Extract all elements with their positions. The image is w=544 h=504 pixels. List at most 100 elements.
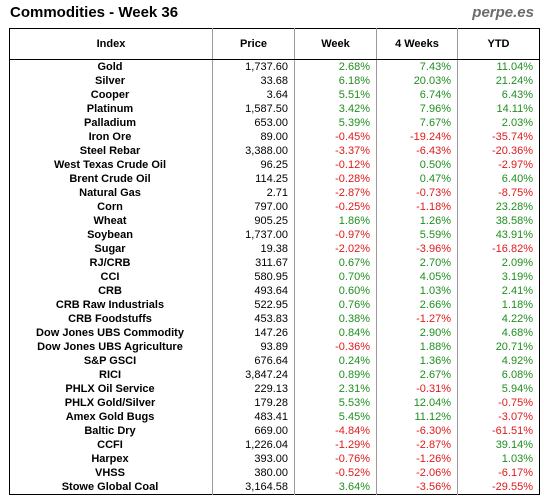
index-cell: Brent Crude Oil <box>69 172 151 185</box>
ytd-change-cell: 14.11% <box>457 102 540 116</box>
price-cell: 3.64 <box>212 88 295 102</box>
table-row: Platinum 1,587.50 3.42% 7.96% 14.11% <box>10 102 540 116</box>
price-cell: 3,847.24 <box>212 368 295 382</box>
price-cell: 483.41 <box>212 410 295 424</box>
ytd-change-cell: 6.40% <box>457 172 540 186</box>
table-row: Cooper 3.64 5.51% 6.74% 6.43% <box>10 88 540 102</box>
price-cell: 1,226.04 <box>212 438 295 452</box>
price-cell: 493.64 <box>212 284 295 298</box>
price-cell: 905.25 <box>212 214 295 228</box>
four-week-change-cell: -1.18% <box>376 200 458 214</box>
ytd-change-cell: 4.22% <box>457 312 540 326</box>
table-row: S&P GSCI 676.64 0.24% 1.36% 4.92% <box>10 354 540 368</box>
table-row: RICI 3,847.24 0.89% 2.67% 6.08% <box>10 368 540 382</box>
price-cell: 147.26 <box>212 326 295 340</box>
index-cell: Dow Jones UBS Commodity <box>36 326 184 339</box>
week-change-cell: 0.70% <box>294 270 377 284</box>
index-cell: Dow Jones UBS Agriculture <box>37 340 183 353</box>
week-change-cell: -4.84% <box>294 424 377 438</box>
table-row: Soybean 1,737.00 -0.97% 5.59% 43.91% <box>10 228 540 242</box>
week-change-cell: -3.37% <box>294 144 377 158</box>
week-change-cell: 5.45% <box>294 410 377 424</box>
week-change-cell: -0.52% <box>294 466 377 480</box>
ytd-change-cell: 23.28% <box>457 200 540 214</box>
ytd-change-cell: 2.41% <box>457 284 540 298</box>
four-week-change-cell: -0.73% <box>376 186 458 200</box>
ytd-change-cell: -29.55% <box>457 480 540 495</box>
four-week-change-cell: 7.43% <box>376 59 458 74</box>
index-cell: CRB Raw Industrials <box>55 298 165 311</box>
ytd-change-cell: 43.91% <box>457 228 540 242</box>
week-change-cell: 2.68% <box>294 59 377 74</box>
price-cell: 380.00 <box>212 466 295 480</box>
ytd-change-cell: -0.75% <box>457 396 540 410</box>
table-row: Dow Jones UBS Commodity 147.26 0.84% 2.90% 4… <box>10 326 540 340</box>
index-cell: Natural Gas <box>79 186 141 199</box>
price-cell: 2.71 <box>212 186 295 200</box>
index-cell: Wheat <box>93 214 127 227</box>
week-change-cell: -0.97% <box>294 228 377 242</box>
price-cell: 393.00 <box>212 452 295 466</box>
four-week-change-cell: 11.12% <box>376 410 458 424</box>
price-cell: 19.38 <box>212 242 295 256</box>
index-cell: S&P GSCI <box>83 354 137 367</box>
table-body: Gold 1,737.60 2.68% 7.43% 11.04% Silver 33.68 6… <box>10 59 540 495</box>
index-cell: Sugar <box>94 242 126 255</box>
ytd-change-cell: 1.18% <box>457 298 540 312</box>
four-week-change-cell: 5.59% <box>376 228 458 242</box>
price-cell: 3,164.58 <box>212 480 295 495</box>
table-row: CCFI 1,226.04 -1.29% -2.87% 39.14% <box>10 438 540 452</box>
week-change-cell: -2.02% <box>294 242 377 256</box>
week-change-cell: -0.12% <box>294 158 377 172</box>
ytd-change-cell: 5.94% <box>457 382 540 396</box>
price-cell: 229.13 <box>212 382 295 396</box>
index-cell: Corn <box>97 200 123 213</box>
ytd-change-cell: 2.03% <box>457 116 540 130</box>
ytd-change-cell: -16.82% <box>457 242 540 256</box>
ytd-change-cell: 6.43% <box>457 88 540 102</box>
four-week-change-cell: -2.06% <box>376 466 458 480</box>
four-week-change-cell: 1.36% <box>376 354 458 368</box>
price-cell: 1,737.00 <box>212 228 295 242</box>
index-cell: CCI <box>100 270 120 283</box>
table-row: Gold 1,737.60 2.68% 7.43% 11.04% <box>10 59 540 74</box>
table-row: West Texas Crude Oil 96.25 -0.12% 0.50% -2.9… <box>10 158 540 172</box>
week-change-cell: -0.36% <box>294 340 377 354</box>
table-row: Natural Gas 2.71 -2.87% -0.73% -8.75% <box>10 186 540 200</box>
four-week-change-cell: 12.04% <box>376 396 458 410</box>
table-row: Dow Jones UBS Agriculture 93.89 -0.36% 1.88… <box>10 340 540 354</box>
week-change-cell: 5.51% <box>294 88 377 102</box>
four-week-change-cell: 2.70% <box>376 256 458 270</box>
price-cell: 33.68 <box>212 74 295 88</box>
four-week-change-cell: 2.66% <box>376 298 458 312</box>
ytd-change-cell: 4.68% <box>457 326 540 340</box>
index-cell: Gold <box>97 60 123 73</box>
four-week-change-cell: -0.31% <box>376 382 458 396</box>
four-week-change-cell: 1.26% <box>376 214 458 228</box>
week-change-cell: 0.76% <box>294 298 377 312</box>
header-4-weeks: 4 Weeks <box>376 28 458 60</box>
table-row: Harpex 393.00 -0.76% -1.26% 1.03% <box>10 452 540 466</box>
price-cell: 3,388.00 <box>212 144 295 158</box>
table-row: PHLX Oil Service 229.13 2.31% -0.31% 5.94% <box>10 382 540 396</box>
index-cell: Palladium <box>84 116 136 129</box>
ytd-change-cell: 20.71% <box>457 340 540 354</box>
price-cell: 96.25 <box>212 158 295 172</box>
price-cell: 1,587.50 <box>212 102 295 116</box>
ytd-change-cell: -2.97% <box>457 158 540 172</box>
header-week: Week <box>294 28 377 60</box>
page-title: Commodities - Week 36 <box>10 4 179 21</box>
price-cell: 179.28 <box>212 396 295 410</box>
four-week-change-cell: 7.96% <box>376 102 458 116</box>
price-cell: 89.00 <box>212 130 295 144</box>
table-row: VHSS 380.00 -0.52% -2.06% -6.17% <box>10 466 540 480</box>
table-row: Baltic Dry 669.00 -4.84% -6.30% -61.51% <box>10 424 540 438</box>
index-cell: Silver <box>95 74 125 87</box>
index-cell: RJ/CRB <box>89 256 131 269</box>
ytd-change-cell: 1.03% <box>457 452 540 466</box>
index-cell: Baltic Dry <box>84 424 136 437</box>
ytd-change-cell: 11.04% <box>457 59 540 74</box>
four-week-change-cell: 4.05% <box>376 270 458 284</box>
week-change-cell: 0.60% <box>294 284 377 298</box>
week-change-cell: 6.18% <box>294 74 377 88</box>
